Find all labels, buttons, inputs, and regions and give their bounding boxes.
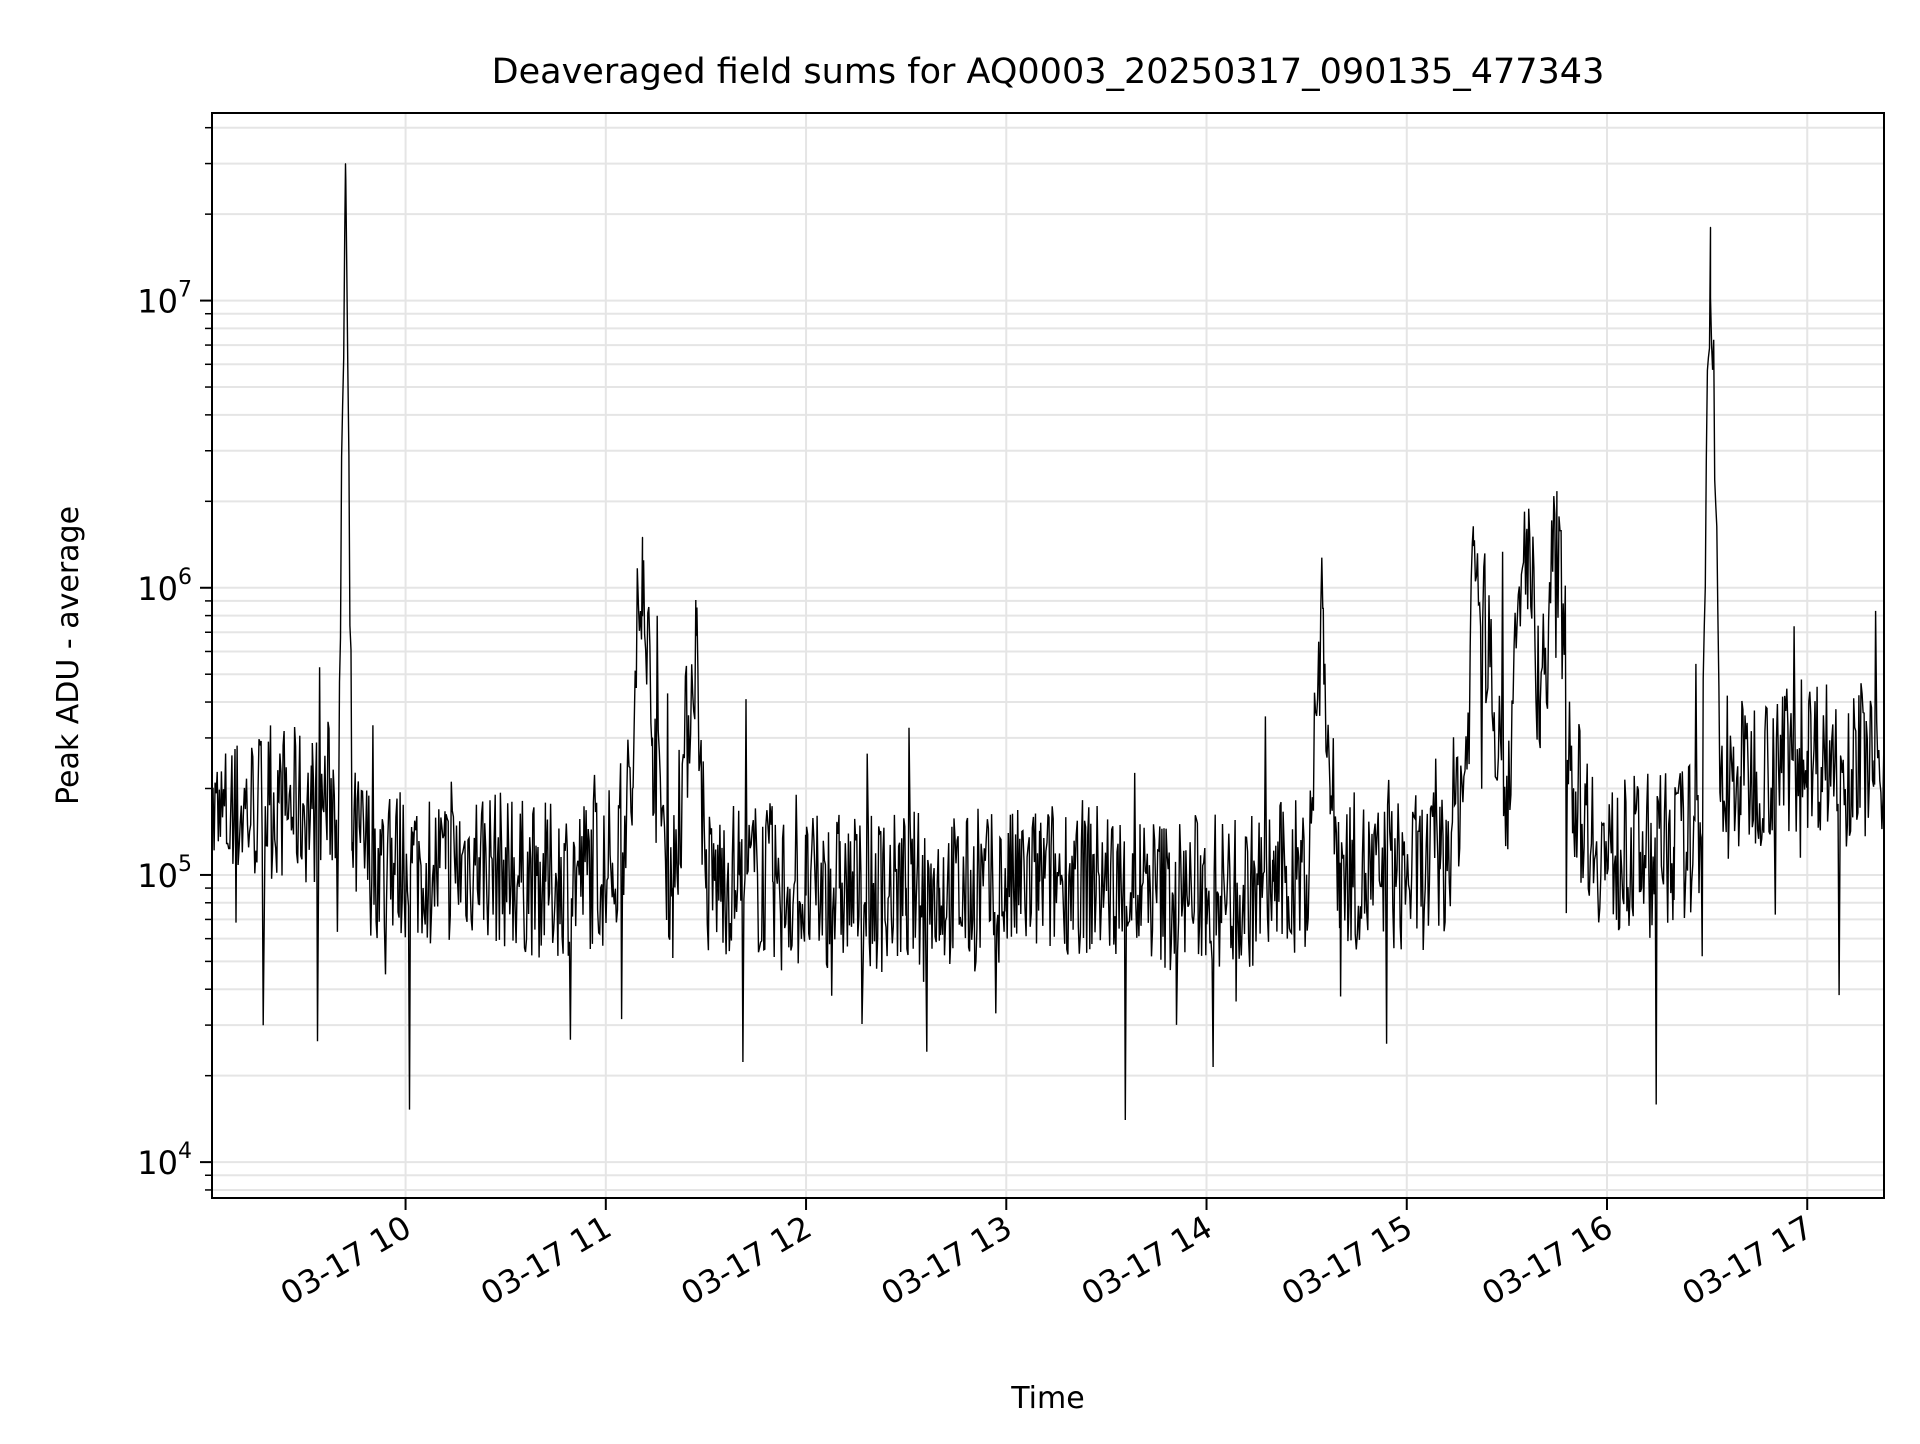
data-point — [939, 887, 941, 889]
data-point — [1573, 787, 1575, 789]
data-point — [1526, 528, 1528, 530]
y-axis-label: Peak ADU - average — [51, 506, 86, 805]
data-point — [611, 862, 613, 864]
y-tick-label: 106 — [137, 565, 192, 608]
data-point — [1372, 880, 1374, 882]
data-point — [872, 894, 874, 896]
data-point — [344, 163, 346, 165]
data-point — [278, 801, 280, 803]
data-point — [1639, 851, 1641, 853]
x-axis: 03-17 10 03-17 11 03-17 12 03-17 13 03-17 14… — [274, 1198, 1819, 1313]
data-point — [244, 808, 246, 810]
data-point — [1539, 701, 1541, 703]
x-tick-label: 03-17 16 — [1475, 1208, 1619, 1313]
data-point — [411, 862, 413, 864]
data-point — [1206, 887, 1208, 889]
data-point — [351, 841, 353, 843]
data-point — [1172, 894, 1174, 896]
data-point — [545, 880, 547, 882]
y-tick-label-base: 10 — [137, 283, 178, 321]
y-tick-label-base: 10 — [137, 1144, 178, 1182]
x-tick-label: 03-17 11 — [474, 1208, 618, 1313]
x-tick-label: 03-17 15 — [1275, 1208, 1419, 1313]
data-point — [1139, 887, 1141, 889]
data-point — [805, 894, 807, 896]
x-tick-label: 03-17 17 — [1676, 1208, 1820, 1313]
data-point — [715, 880, 717, 882]
data-point — [1339, 862, 1341, 864]
data-point — [1406, 874, 1408, 876]
data-point — [478, 857, 480, 859]
x-tick-label: 03-17 10 — [274, 1208, 418, 1313]
data-point — [1673, 846, 1675, 848]
y-tick-label-exponent: 7 — [178, 278, 192, 303]
y-tick-label-exponent: 6 — [178, 565, 192, 590]
data-point — [705, 887, 707, 889]
data-point — [1329, 787, 1331, 789]
data-point — [738, 874, 740, 876]
data-point — [1739, 776, 1741, 778]
y-tick-label: 107 — [137, 278, 192, 321]
x-axis-label: Time — [1010, 1381, 1084, 1416]
series-line — [211, 163, 1885, 1121]
y-tick-label: 105 — [137, 852, 192, 895]
data-point — [1556, 536, 1558, 538]
x-tick-label: 03-17 12 — [674, 1208, 818, 1313]
grid — [212, 113, 1884, 1198]
data-point — [1039, 880, 1041, 882]
data-point — [1473, 545, 1475, 547]
data-point — [905, 887, 907, 889]
data-point — [652, 737, 654, 739]
y-tick-label-exponent: 4 — [178, 1139, 192, 1164]
y-tick-label-exponent: 5 — [178, 852, 192, 877]
data-point — [338, 787, 340, 789]
data-point — [695, 635, 697, 637]
data-point — [311, 808, 313, 810]
x-tick-label: 03-17 14 — [1075, 1208, 1219, 1313]
data-point — [1840, 755, 1842, 757]
data-point — [672, 887, 674, 889]
y-tick-label-base: 10 — [137, 570, 178, 608]
data-point — [1719, 801, 1721, 803]
data-point — [511, 874, 513, 876]
data-point — [1105, 880, 1107, 882]
data-point — [1322, 607, 1324, 609]
data-point — [772, 880, 774, 882]
data-point — [1005, 887, 1007, 889]
data-point — [1239, 894, 1241, 896]
y-tick-label-base: 10 — [137, 857, 178, 895]
data-point — [378, 862, 380, 864]
x-tick-label: 03-17 13 — [875, 1208, 1019, 1313]
data-point — [972, 894, 974, 896]
data-point — [1773, 760, 1775, 762]
data-point — [642, 536, 644, 538]
y-tick-label: 104 — [137, 1139, 192, 1182]
data-point — [1709, 226, 1711, 228]
data-point — [838, 887, 840, 889]
data-point — [1272, 880, 1274, 882]
data-point — [1699, 832, 1701, 834]
data-point — [445, 868, 447, 870]
data-point — [1072, 874, 1074, 876]
data-point — [1306, 874, 1308, 876]
data-point — [1806, 750, 1808, 752]
data-point — [1873, 760, 1875, 762]
data-point — [1506, 787, 1508, 789]
data-point — [632, 787, 634, 789]
data-point — [578, 874, 580, 876]
data-point — [1466, 760, 1468, 762]
series — [211, 163, 1885, 1121]
data-point — [1439, 868, 1441, 870]
data-point — [1606, 862, 1608, 864]
plot-frame — [211, 112, 1885, 1199]
chart-title: Deaveraged field sums for AQ0003_2025031… — [492, 52, 1605, 92]
